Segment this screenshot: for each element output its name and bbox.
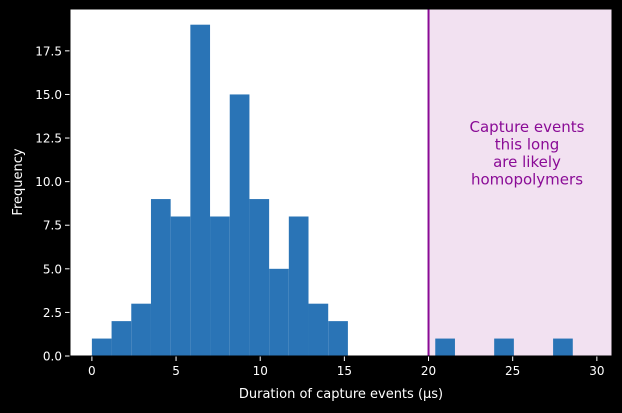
histogram-bar	[288, 216, 309, 356]
x-axis-label: Duration of capture events (μs)	[239, 387, 443, 402]
histogram-bar	[269, 268, 289, 356]
histogram-bar	[170, 216, 191, 356]
x-tick-label: 20	[421, 364, 436, 378]
x-tick-label: 10	[253, 364, 268, 378]
histogram-bar	[435, 338, 455, 356]
histogram-bar	[91, 338, 112, 356]
annotation-line: are likely	[493, 153, 561, 171]
y-tick-label: 5.0	[43, 262, 62, 276]
x-tick-label: 0	[88, 364, 96, 378]
histogram-bar	[553, 338, 573, 356]
histogram-bar	[494, 338, 514, 356]
y-tick-label: 12.5	[35, 132, 62, 146]
plot-frame	[69, 8, 613, 357]
y-tick-label: 10.0	[35, 175, 62, 189]
histogram-bar	[111, 321, 132, 356]
x-tick-label: 15	[337, 364, 352, 378]
y-tick-label: 15.0	[35, 88, 62, 102]
annotation-line: homopolymers	[471, 171, 583, 189]
homopolymer-region	[428, 9, 612, 356]
histogram-bar	[229, 94, 250, 357]
histogram-bar	[308, 303, 329, 356]
y-tick-label: 2.5	[43, 306, 62, 320]
y-tick-label: 17.5	[35, 44, 62, 58]
histogram-bar	[150, 199, 171, 356]
annotation-line: this long	[495, 136, 560, 154]
annotation-line: Capture events	[470, 118, 585, 136]
x-tick-label: 5	[172, 364, 180, 378]
histogram-bar	[328, 321, 348, 356]
x-axis-ticks: 0 5 10 15 20 25 30	[88, 356, 604, 378]
x-tick-label: 30	[589, 364, 604, 378]
y-tick-label: 0.0	[43, 350, 62, 364]
histogram-bar	[190, 24, 211, 356]
x-tick-label: 25	[505, 364, 520, 378]
y-tick-label: 7.5	[43, 219, 62, 233]
histogram-bars	[91, 24, 573, 357]
histogram-bar	[249, 199, 270, 356]
histogram-bar	[131, 303, 151, 356]
histogram-bar	[210, 216, 230, 356]
y-axis-label: Frequency	[11, 148, 26, 215]
y-axis-ticks: 0.0 2.5 5.0 7.5 10.0 12.5 15.0 17.5	[35, 44, 70, 364]
homopolymer-annotation: Capture events this long are likely homopol…	[470, 118, 585, 189]
